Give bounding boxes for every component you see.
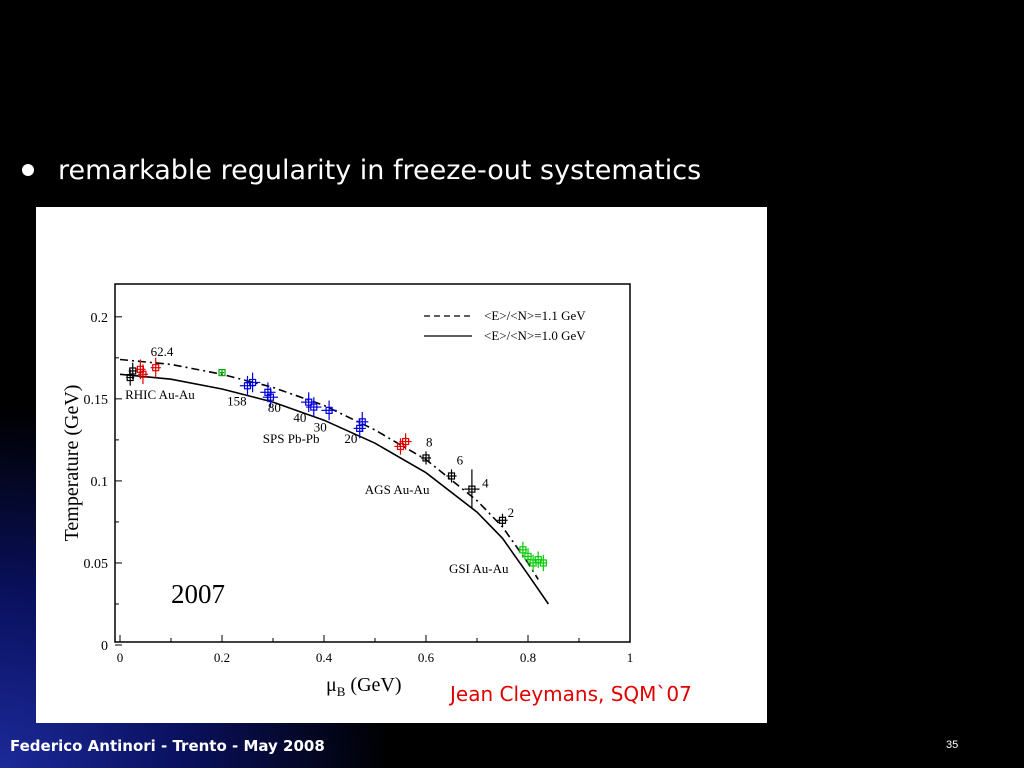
annotation-label: 62.4 xyxy=(151,344,174,359)
data-point xyxy=(468,485,476,493)
curve-solid xyxy=(119,373,550,605)
x-axis-label: μB (GeV) xyxy=(326,674,402,699)
page-number: 35 xyxy=(946,739,959,751)
annotation-label: AGS Au-Au xyxy=(365,482,430,497)
annotation-label: 80 xyxy=(268,400,281,415)
bullet-text: remarkable regularity in freeze-out syst… xyxy=(58,154,702,186)
bullet-dot-icon xyxy=(22,164,34,176)
axis-ticks: 0 0.2 0.4 0.6 0.8 1 0 0.05 0.1 0.15 0.2 xyxy=(84,311,634,665)
credit-text: Jean Cleymans, SQM`07 xyxy=(450,682,692,706)
freeze-out-chart: 0 0.2 0.4 0.6 0.8 1 0 0.05 0.1 0.15 0.2 62.4 RHIC A… xyxy=(61,283,634,699)
y-tick-label: 0.1 xyxy=(91,475,109,490)
y-tick-label: 0 xyxy=(101,639,108,654)
annotation-label: 20 xyxy=(344,431,357,446)
y-tick-label: 0.15 xyxy=(84,393,109,408)
legend-label-dashed: <E>/<N>=1.1 GeV xyxy=(484,308,586,323)
data-point xyxy=(358,418,366,426)
y-tick-label: 0.2 xyxy=(91,311,109,326)
x-tick-label: 1 xyxy=(627,650,634,665)
x-tick-label: 0.4 xyxy=(316,650,333,665)
annotation-label: GSI Au-Au xyxy=(449,561,509,576)
x-tick-label: 0.6 xyxy=(418,650,435,665)
legend: <E>/<N>=1.1 GeV <E>/<N>=1.0 GeV xyxy=(424,308,586,343)
footer-author: Federico Antinori - Trento - May 2008 xyxy=(10,737,325,755)
data-point xyxy=(402,437,410,446)
annotation-label: SPS Pb-Pb xyxy=(263,431,320,446)
data-point xyxy=(152,364,160,372)
plot-frame xyxy=(114,283,631,643)
x-axis-label-unit: (GeV) xyxy=(345,674,401,696)
annotation-label: RHIC Au-Au xyxy=(125,387,195,402)
annotation-label: 40 xyxy=(293,410,306,425)
data-point xyxy=(129,367,137,375)
annotation-label: 2 xyxy=(508,505,514,520)
figure-panel: 0 0.2 0.4 0.6 0.8 1 0 0.05 0.1 0.15 0.2 62.4 RHIC A… xyxy=(36,207,767,723)
annotation-label: 4 xyxy=(482,475,489,490)
data-point xyxy=(305,398,313,406)
year-label: 2007 xyxy=(171,579,225,609)
data-point xyxy=(519,546,527,554)
model-curves xyxy=(119,358,550,605)
x-axis-label-main: μ xyxy=(326,674,337,696)
x-tick-label: 0 xyxy=(117,650,124,665)
curve-dashed xyxy=(119,358,539,580)
data-point xyxy=(266,393,275,401)
data-point xyxy=(422,454,430,462)
annotation-label: 158 xyxy=(227,393,247,408)
annotation-label: 30 xyxy=(314,420,327,435)
y-tick-label: 0.05 xyxy=(84,557,109,572)
data-point xyxy=(498,516,507,524)
x-tick-label: 0.2 xyxy=(214,650,230,665)
data-point xyxy=(539,559,547,567)
annotation-label: 6 xyxy=(457,453,464,468)
data-point xyxy=(396,442,405,451)
data-point xyxy=(249,378,257,387)
data-points xyxy=(126,357,548,572)
data-point xyxy=(447,472,456,480)
data-point xyxy=(524,552,532,560)
data-point xyxy=(310,403,318,411)
data-point xyxy=(325,406,333,414)
x-axis-label-sub: B xyxy=(337,684,346,699)
data-point xyxy=(139,370,147,378)
y-axis-label: Temperature (GeV) xyxy=(61,385,83,542)
annotation-label: 8 xyxy=(426,434,433,449)
data-point xyxy=(218,369,226,377)
legend-label-solid: <E>/<N>=1.0 GeV xyxy=(484,328,586,343)
x-tick-label: 0.8 xyxy=(520,650,536,665)
bullet-item: remarkable regularity in freeze-out syst… xyxy=(22,150,701,190)
